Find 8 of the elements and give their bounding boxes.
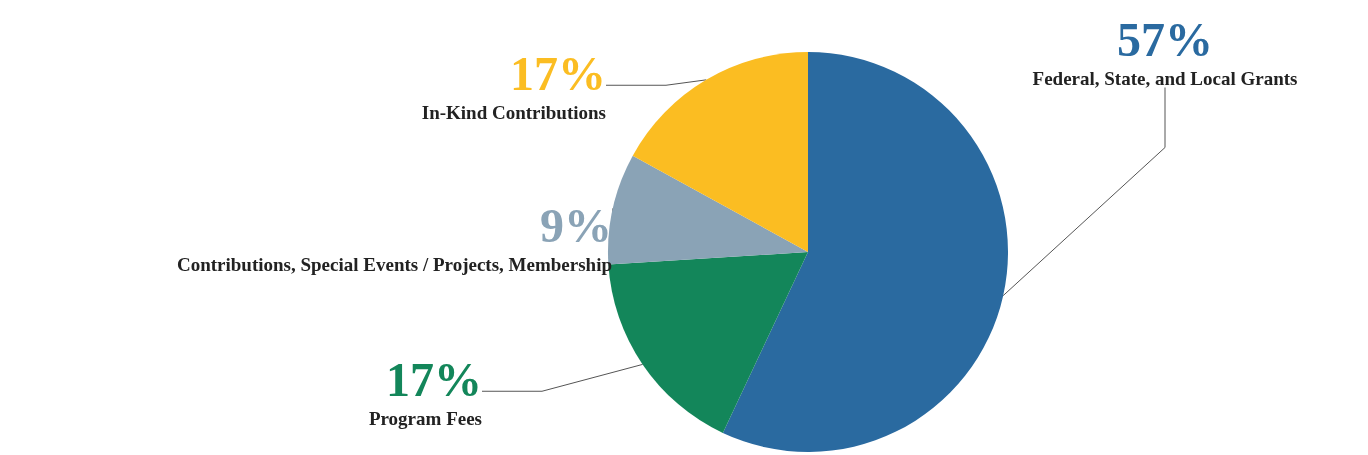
data-label: 17% <box>386 352 482 406</box>
data-label: 9% <box>540 198 612 252</box>
slice-label: Program Fees <box>368 407 482 429</box>
data-label: 57% <box>1117 12 1213 66</box>
slice-label: In-Kind Contributions <box>421 101 606 123</box>
data-label: 17% <box>510 46 606 100</box>
slice-label: Contributions, Special Events / Projects, Membership <box>176 253 612 275</box>
slice-label: Federal, State, and Local Grants <box>1032 67 1298 89</box>
